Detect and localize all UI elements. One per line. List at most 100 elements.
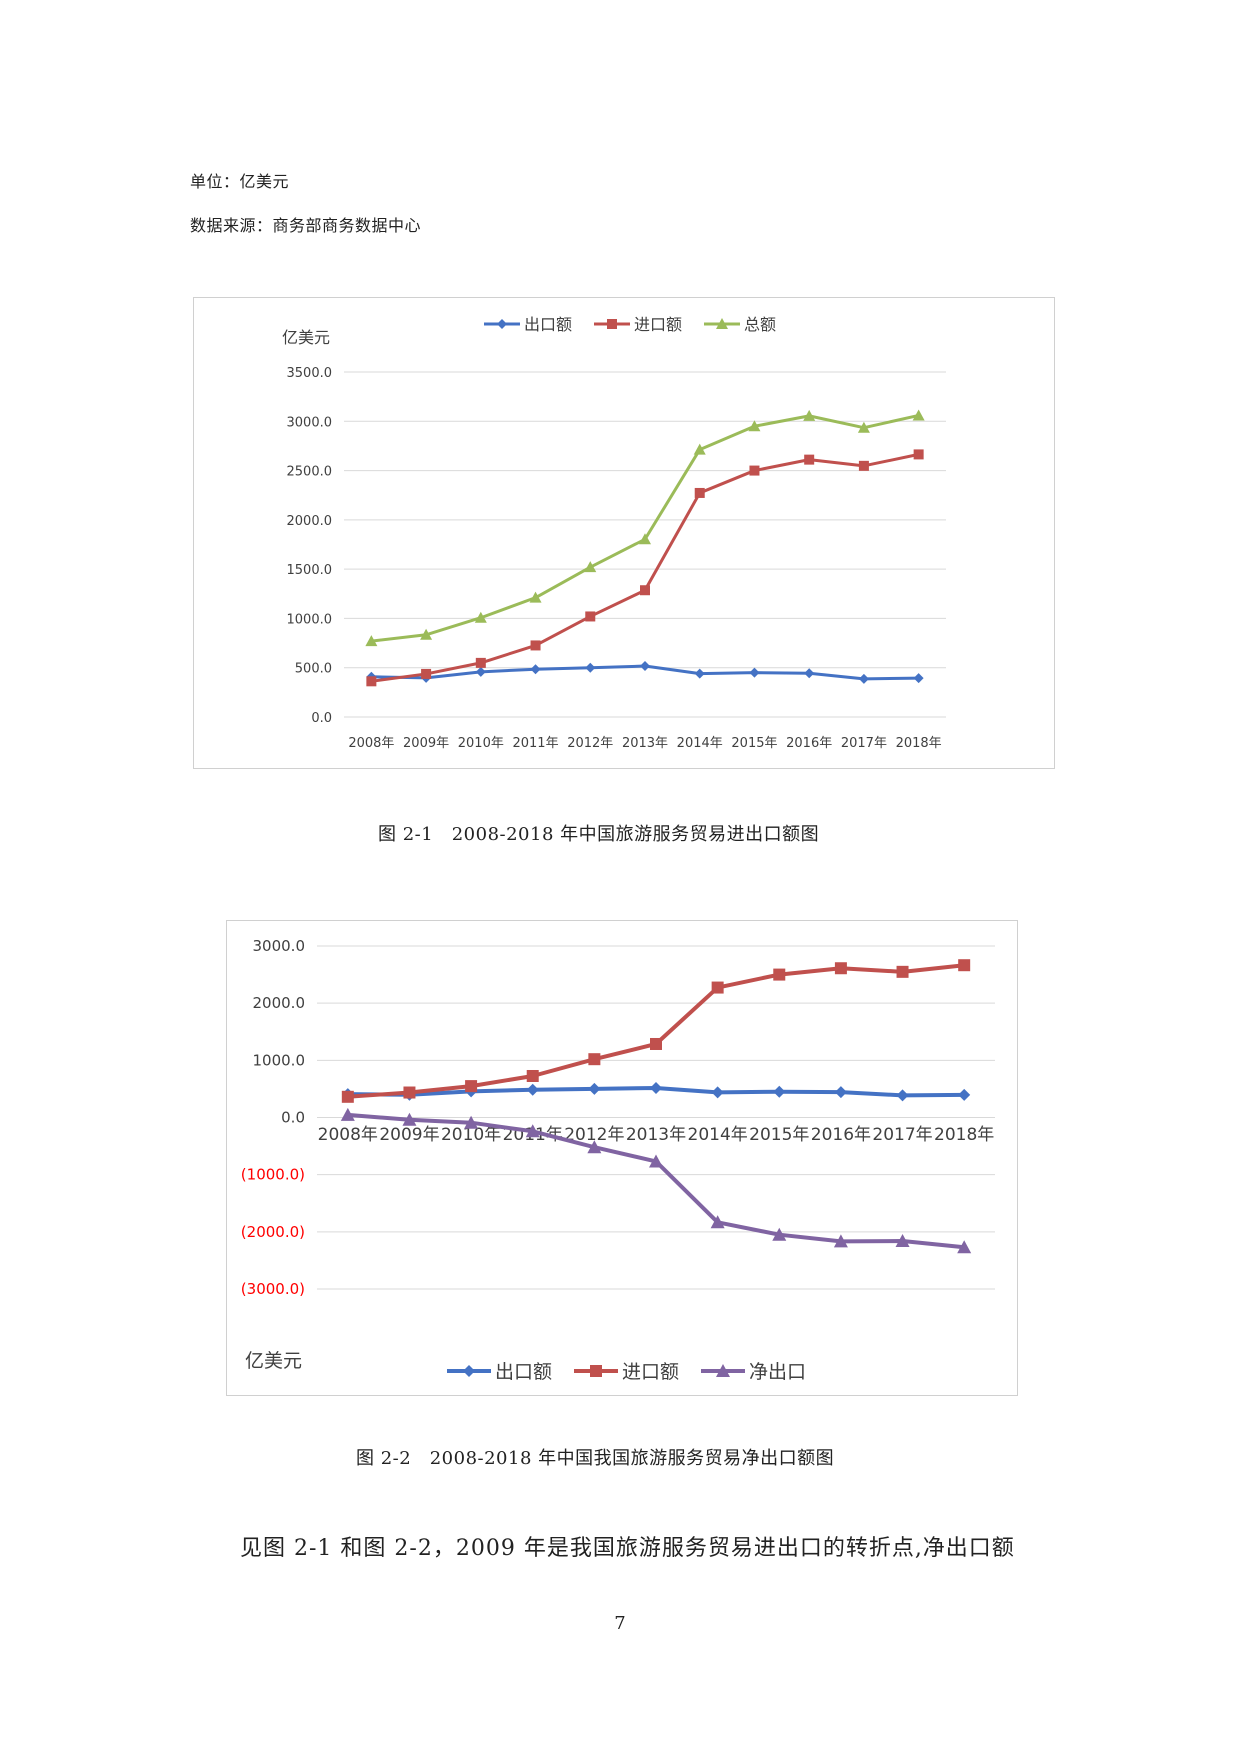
x-tick-label: 2013年 (622, 736, 668, 751)
data-point (773, 1085, 786, 1098)
x-tick-label: 2018年 (896, 736, 942, 751)
data-point (833, 1234, 848, 1248)
x-tick-label: 2016年 (811, 1125, 871, 1145)
y-tick-label: (2000.0) (241, 1223, 305, 1241)
data-point (526, 1083, 539, 1096)
unit-note: 单位：亿美元 (190, 172, 290, 191)
page-number: 7 (614, 1613, 626, 1634)
data-point (857, 421, 870, 433)
y-tick-label: 2000.0 (253, 994, 306, 1012)
data-point (650, 1037, 662, 1050)
x-tick-label: 2014年 (688, 1125, 748, 1145)
legend-label: 出口额 (495, 1361, 552, 1383)
data-point (525, 1124, 540, 1138)
legend-marker (463, 1365, 475, 1377)
data-point (475, 666, 486, 677)
y-tick-label: 1000.0 (287, 612, 333, 627)
data-point (749, 667, 760, 678)
data-point (475, 657, 486, 668)
data-point (803, 409, 816, 421)
x-tick-label: 2010年 (441, 1125, 501, 1145)
data-point (588, 1053, 601, 1066)
caption-fig-2-2: 图 2-2 2008-2018 年中国我国旅游服务贸易净出口额图 (356, 1448, 835, 1469)
legend-label: 总额 (744, 315, 776, 334)
x-tick-label: 2014年 (677, 736, 723, 751)
data-point (588, 1082, 601, 1095)
series-line-2 (371, 452, 919, 683)
chart-2-1: 0.0 500.0 1000.0 1500.0 2000.0 2500.0 3000.0 35… (282, 315, 946, 751)
data-point (530, 640, 541, 651)
data-point (694, 668, 705, 679)
y-tick-label: (3000.0) (241, 1280, 305, 1298)
data-point (834, 1086, 847, 1099)
data-point (694, 487, 705, 498)
x-tick-label: 2017年 (841, 736, 887, 751)
data-point (896, 1089, 909, 1102)
x-tick-label: 2017年 (872, 1125, 932, 1145)
data-point (421, 668, 432, 679)
y-tick-label: 3000.0 (287, 415, 333, 430)
data-point (474, 611, 487, 623)
legend-label: 出口额 (524, 315, 572, 334)
x-tick-label: 2018年 (934, 1125, 994, 1145)
data-point (341, 1090, 354, 1103)
data-point (650, 1081, 662, 1094)
y-tick-label: 500.0 (295, 662, 332, 677)
x-tick-label: 2008年 (318, 1125, 378, 1145)
data-point (913, 673, 924, 684)
data-point (711, 981, 724, 994)
y-tick-label: 3000.0 (253, 937, 306, 955)
data-point (804, 668, 815, 679)
data-point (649, 1154, 663, 1168)
x-tick-label: 2008年 (348, 736, 394, 751)
data-point (957, 1240, 972, 1254)
data-point (585, 611, 596, 622)
y-tick-label: 3500.0 (287, 366, 333, 381)
data-point (748, 420, 761, 432)
data-point (529, 591, 542, 603)
data-point (858, 673, 869, 684)
data-point (640, 585, 650, 596)
chart-2-2: 3000.0 2000.0 1000.0 0.0 (1000.0) (2000.0) (30… (241, 937, 995, 1383)
data-point (464, 1115, 479, 1129)
data-point (403, 1086, 416, 1099)
data-point (526, 1069, 539, 1082)
data-point (465, 1080, 478, 1093)
x-tick-label: 2010年 (458, 736, 504, 751)
y-axis-label: 亿美元 (245, 1350, 302, 1372)
data-point (912, 409, 925, 421)
data-point (584, 561, 597, 573)
x-tick-label: 2015年 (731, 736, 777, 751)
legend-marker (716, 1364, 730, 1377)
x-tick-label: 2015年 (749, 1125, 809, 1145)
data-point (639, 533, 651, 545)
series-line-3 (371, 414, 919, 643)
data-point (958, 959, 971, 972)
x-tick-label: 2009年 (403, 736, 449, 751)
data-point (834, 962, 847, 975)
data-point (913, 449, 924, 460)
data-point (858, 460, 869, 471)
body-paragraph: 见图 2-1 和图 2-2，2009 年是我国旅游服务贸易进出口的转折点,净出口… (240, 1536, 1015, 1561)
data-point (773, 968, 786, 981)
y-tick-label: 2000.0 (287, 514, 333, 529)
data-point (896, 965, 909, 978)
legend-marker (497, 319, 507, 329)
data-point (585, 662, 596, 673)
y-tick-label: (1000.0) (241, 1166, 305, 1184)
data-point (530, 664, 541, 675)
data-point (772, 1227, 787, 1241)
y-tick-label: 0.0 (281, 1109, 305, 1127)
legend-marker (607, 319, 617, 329)
figure-2-1: 0.0 500.0 1000.0 1500.0 2000.0 2500.0 3000.0 35… (193, 297, 1055, 769)
legend-marker (716, 318, 728, 329)
data-point (587, 1140, 602, 1154)
source-note: 数据来源：商务部商务数据中心 (190, 216, 422, 235)
data-point (693, 443, 706, 455)
data-point (402, 1112, 417, 1126)
legend-label: 进口额 (622, 1361, 679, 1383)
data-point (804, 454, 815, 465)
y-tick-label: 0.0 (311, 711, 332, 726)
x-tick-label: 2013年 (626, 1125, 686, 1145)
data-point (711, 1086, 724, 1099)
